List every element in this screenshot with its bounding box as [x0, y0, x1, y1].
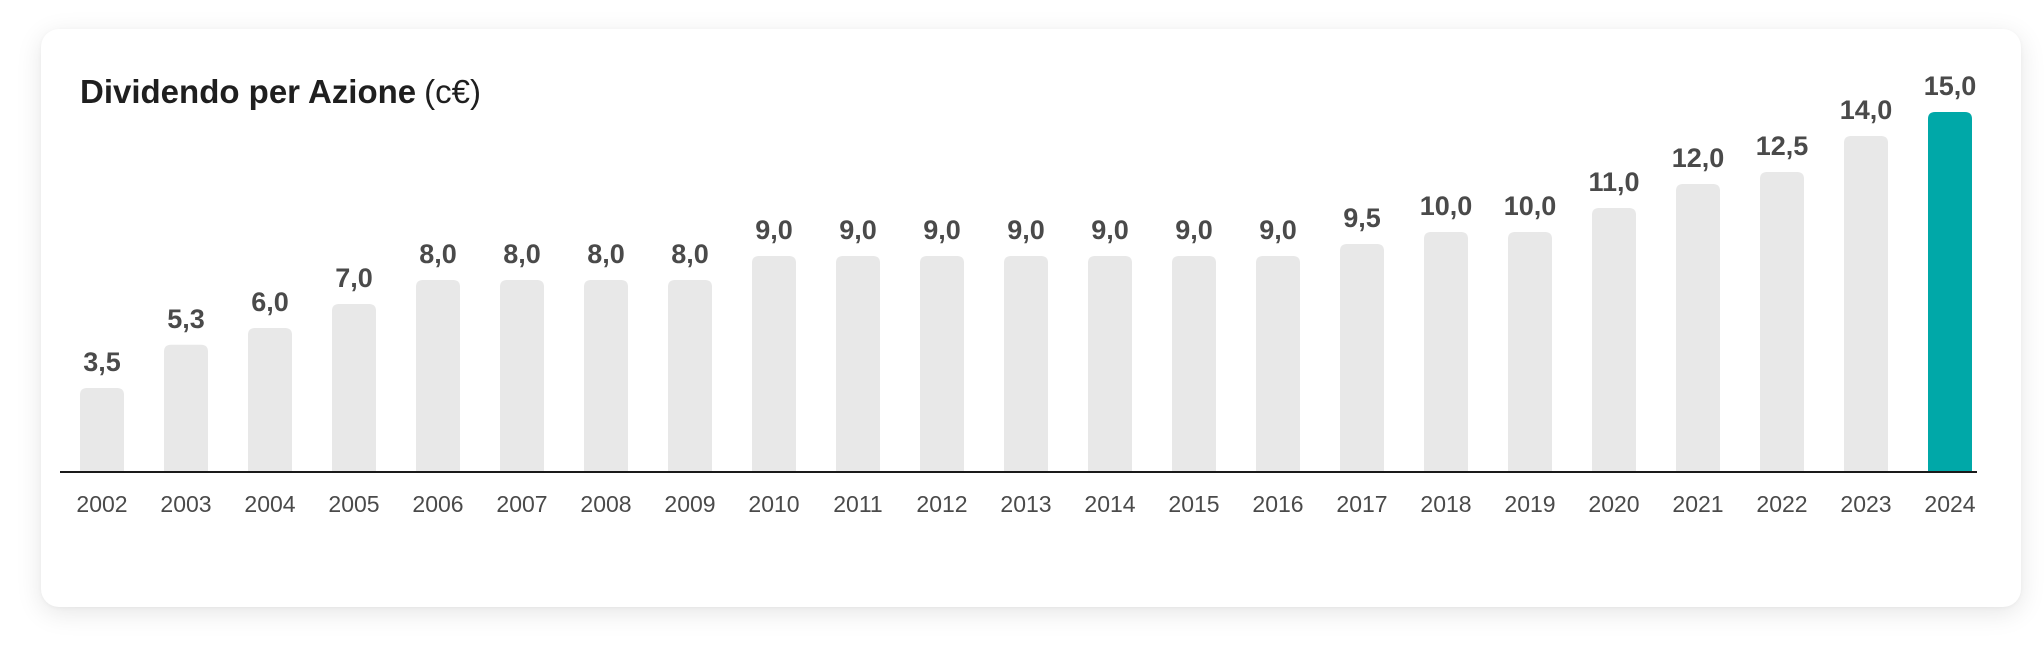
value-label-2019: 10,0	[1504, 191, 1557, 221]
category-labels-group: 2002 2003 2004 2005 2006 2007 2008 2009 2010 2011…	[76, 491, 1975, 517]
category-label-2013: 2013	[1000, 491, 1051, 517]
value-labels-group: 3,5 5,3 6,0 7,0 8,0 8,0 8,0 8,0 9,0 9,0 9,0 9,0 9,0 9…	[83, 71, 1976, 377]
bar-2022	[1760, 172, 1804, 472]
bar-2020	[1592, 208, 1636, 472]
category-label-2016: 2016	[1252, 491, 1303, 517]
category-label-2008: 2008	[580, 491, 631, 517]
category-label-2019: 2019	[1504, 491, 1555, 517]
bar-2002	[80, 388, 124, 472]
value-label-2014: 9,0	[1091, 215, 1129, 245]
category-label-2018: 2018	[1420, 491, 1471, 517]
bar-2004	[248, 328, 292, 472]
value-label-2004: 6,0	[251, 287, 289, 317]
category-label-2015: 2015	[1168, 491, 1219, 517]
bar-2008	[584, 280, 628, 472]
category-label-2010: 2010	[748, 491, 799, 517]
category-label-2014: 2014	[1084, 491, 1135, 517]
bar-2021	[1676, 184, 1720, 472]
value-label-2024: 15,0	[1924, 71, 1977, 101]
value-label-2002: 3,5	[83, 347, 121, 377]
value-label-2022: 12,5	[1756, 131, 1809, 161]
value-label-2021: 12,0	[1672, 143, 1725, 173]
bar-2013	[1004, 256, 1048, 472]
bar-2012	[920, 256, 964, 472]
category-label-2009: 2009	[664, 491, 715, 517]
bar-2007	[500, 280, 544, 472]
category-label-2006: 2006	[412, 491, 463, 517]
bars-group	[80, 112, 1972, 472]
bar-2019	[1508, 232, 1552, 472]
category-label-2021: 2021	[1672, 491, 1723, 517]
bar-2017	[1340, 244, 1384, 472]
value-label-2016: 9,0	[1259, 215, 1297, 245]
bar-2009	[668, 280, 712, 472]
value-label-2020: 11,0	[1588, 167, 1639, 197]
category-label-2002: 2002	[76, 491, 127, 517]
category-label-2024: 2024	[1924, 491, 1975, 517]
chart-unit: (c€)	[424, 73, 481, 110]
bar-2016	[1256, 256, 1300, 472]
value-label-2008: 8,0	[587, 239, 625, 269]
category-label-2022: 2022	[1756, 491, 1807, 517]
chart-title-text: Dividendo per Azione	[80, 73, 417, 110]
value-label-2007: 8,0	[503, 239, 541, 269]
category-label-2023: 2023	[1840, 491, 1891, 517]
category-label-2020: 2020	[1588, 491, 1639, 517]
category-label-2004: 2004	[244, 491, 295, 517]
bar-2015	[1172, 256, 1216, 472]
value-label-2013: 9,0	[1007, 215, 1045, 245]
bar-2014	[1088, 256, 1132, 472]
value-label-2006: 8,0	[419, 239, 457, 269]
bar-2005	[332, 304, 376, 472]
bar-2023	[1844, 136, 1888, 472]
value-label-2018: 10,0	[1420, 191, 1473, 221]
value-label-2011: 9,0	[839, 215, 877, 245]
category-label-2005: 2005	[328, 491, 379, 517]
value-label-2003: 5,3	[167, 304, 205, 334]
category-label-2011: 2011	[833, 491, 882, 517]
value-label-2009: 8,0	[671, 239, 709, 269]
bar-2003	[164, 344, 208, 472]
category-label-2012: 2012	[916, 491, 967, 517]
bar-2006	[416, 280, 460, 472]
category-label-2003: 2003	[160, 491, 211, 517]
bar-2010	[752, 256, 796, 472]
bar-2011	[836, 256, 880, 472]
value-label-2017: 9,5	[1343, 203, 1381, 233]
category-label-2007: 2007	[496, 491, 547, 517]
bar-2024	[1928, 112, 1972, 472]
bar-2018	[1424, 232, 1468, 472]
value-label-2005: 7,0	[335, 263, 373, 293]
value-label-2010: 9,0	[755, 215, 793, 245]
value-label-2023: 14,0	[1840, 95, 1893, 125]
category-label-2017: 2017	[1336, 491, 1387, 517]
value-label-2012: 9,0	[923, 215, 961, 245]
value-label-2015: 9,0	[1175, 215, 1213, 245]
chart-title: Dividendo per Azione (c€)	[80, 72, 481, 112]
